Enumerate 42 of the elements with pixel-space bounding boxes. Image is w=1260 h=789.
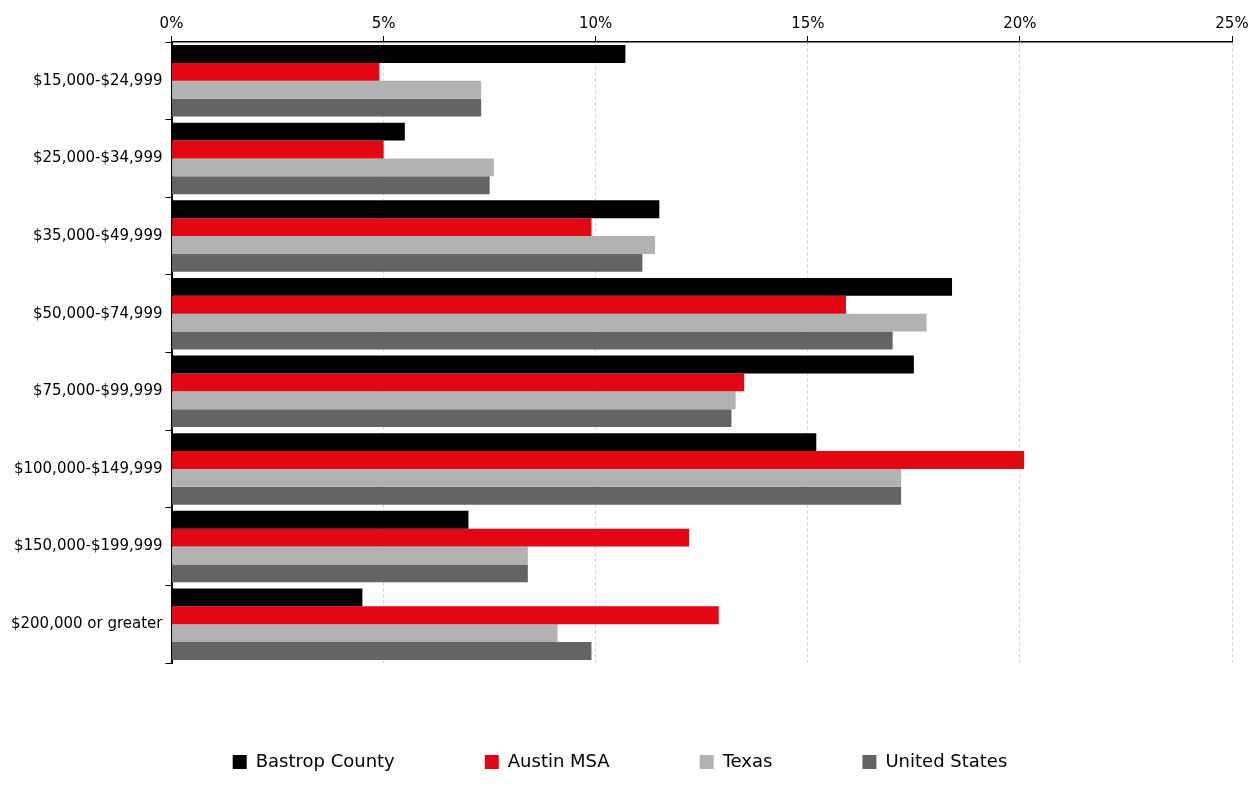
bar: [172, 253, 643, 272]
bar: [172, 295, 846, 314]
bar: [172, 98, 482, 117]
bar: [172, 624, 558, 643]
bar: [172, 451, 1025, 469]
bar: [172, 80, 482, 99]
legend-label: Austin MSA: [507, 749, 611, 771]
bar: [172, 409, 732, 428]
legend-label: United States: [885, 749, 1008, 771]
bar: [172, 218, 592, 237]
legend-label: Bastrop County: [255, 749, 396, 771]
bar: [172, 546, 528, 565]
bar: [172, 391, 736, 410]
y-tick-label: $50,000-$74,999: [33, 303, 163, 322]
x-tick-label: 25%: [1215, 13, 1249, 32]
bar: [172, 331, 893, 350]
bar: [172, 373, 745, 392]
x-tick-label: 15%: [791, 13, 825, 32]
bar: [172, 486, 902, 505]
x-tick-label: 20%: [1003, 13, 1037, 32]
x-tick-label: 0%: [159, 13, 184, 32]
x-tick-label: 10%: [579, 13, 613, 32]
y-tick-label: $25,000-$34,999: [33, 148, 163, 167]
bar: [172, 62, 380, 81]
bar: [172, 468, 902, 487]
bar: [172, 606, 719, 625]
y-tick-label: $100,000-$149,999: [13, 458, 163, 477]
bar: [172, 564, 528, 583]
bar: [172, 176, 490, 195]
legend-label: Texas: [721, 749, 773, 771]
bar: [172, 158, 494, 177]
y-tick-label: $200,000 or greater: [10, 614, 164, 633]
bar: [172, 642, 592, 660]
bar: [172, 528, 690, 547]
bar: [172, 313, 927, 332]
y-tick-label: $75,000-$99,999: [33, 381, 163, 400]
y-tick-label: $35,000-$49,999: [33, 225, 163, 244]
y-tick-label: $15,000-$24,999: [33, 70, 163, 89]
bar: [172, 236, 656, 254]
bar: [172, 140, 384, 159]
x-tick-label: 5%: [371, 13, 396, 32]
y-tick-label: $150,000-$199,999: [13, 536, 163, 555]
